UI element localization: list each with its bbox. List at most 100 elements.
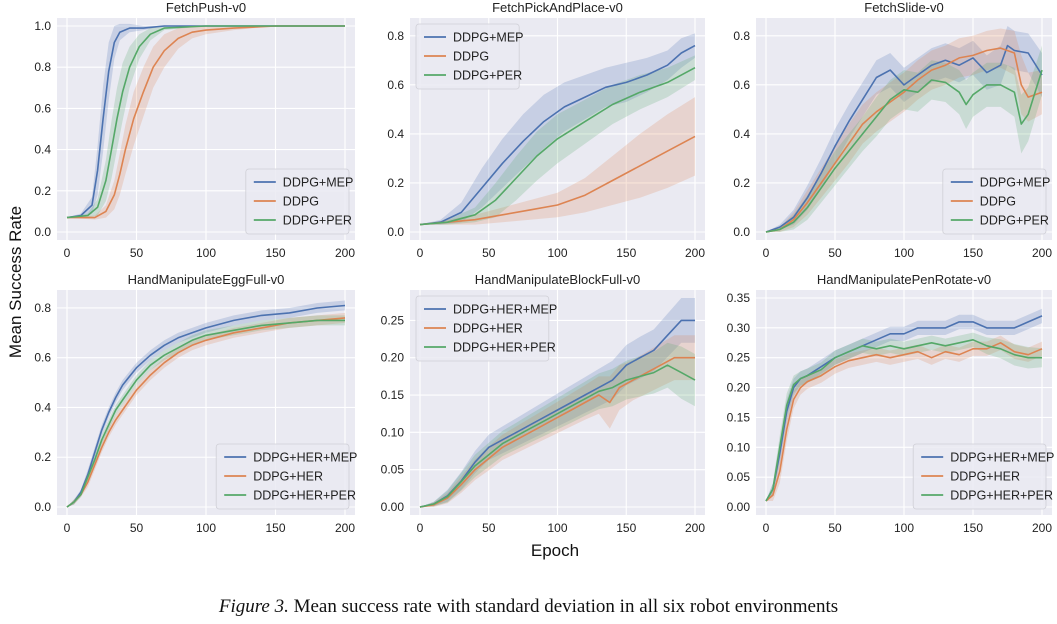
x-tick-label: 200 — [1032, 246, 1052, 260]
y-tick-label: 0.2 — [34, 450, 51, 464]
series-line — [66, 317, 346, 508]
legend-entry: DDPG+PER — [980, 214, 1049, 228]
legend-entry: DDPG+HER+MEP — [950, 451, 1054, 465]
series-line — [765, 47, 1043, 233]
y-tick-label: 0.8 — [34, 301, 51, 315]
panel-1: 0.0 0.2 0.4 0.6 0.8 1.0 0 50 100 150 200 FetchPush-… — [34, 0, 355, 260]
y-tick-label: 0.0 — [34, 500, 51, 514]
y-axis-label: Mean Success Rate — [6, 206, 25, 358]
x-tick-label: 0 — [417, 521, 424, 535]
legend: DDPG+HER+MEP DDPG+HER DDPG+HER+PER — [215, 443, 357, 510]
y-tick-label: 0.00 — [381, 500, 405, 514]
legend-entry: DDPG+HER — [950, 470, 1020, 484]
x-tick-label: 150 — [616, 521, 636, 535]
panel-title: FetchPush-v0 — [166, 0, 246, 15]
panel-2: 0.0 0.2 0.4 0.6 0.8 0 50 100 150 200 FetchPickAndP… — [387, 0, 705, 260]
x-tick-label: 150 — [265, 521, 285, 535]
y-tick-label: 0.4 — [733, 127, 750, 141]
x-tick-label: 200 — [685, 246, 705, 260]
x-tick-label: 200 — [335, 521, 355, 535]
series-line — [765, 44, 1043, 233]
y-tick-label: 0.0 — [387, 225, 404, 239]
legend-entry: DDPG+HER — [453, 322, 523, 336]
x-tick-label: 100 — [196, 521, 216, 535]
panel-title: FetchSlide-v0 — [864, 0, 943, 15]
std-band — [766, 332, 1042, 501]
x-tick-label: 100 — [547, 521, 567, 535]
series-line — [765, 341, 1043, 502]
y-tick-label: 0.05 — [381, 463, 405, 477]
series-line — [765, 315, 1043, 502]
legend-box — [415, 295, 550, 362]
x-tick-label: 50 — [828, 246, 842, 260]
figure-canvas: Mean Success Rate Epoch 0.0 0.2 0.4 0.6 0.8 1… — [6, 0, 1054, 560]
y-tick-label: 0.4 — [34, 400, 51, 414]
y-tick-label: 0.10 — [727, 440, 751, 454]
legend-box — [245, 168, 350, 235]
legend: DDPG+MEP DDPG DDPG+PER — [245, 168, 353, 235]
legend: DDPG+HER+MEP DDPG+HER DDPG+HER+PER — [415, 295, 557, 362]
y-tick-label: 0.6 — [34, 101, 51, 115]
y-tick-label: 0.2 — [387, 176, 404, 190]
y-tick-label: 0.0 — [34, 225, 51, 239]
legend: DDPG+MEP DDPG DDPG+PER — [942, 168, 1051, 235]
x-tick-label: 50 — [482, 521, 496, 535]
legend-box — [912, 443, 1047, 510]
series-line — [419, 66, 696, 226]
legend-entry: DDPG+HER — [253, 470, 323, 484]
x-tick-label: 150 — [963, 521, 983, 535]
std-band — [766, 28, 1042, 232]
panel-title: FetchPickAndPlace-v0 — [492, 0, 623, 15]
y-tick-label: 0.6 — [34, 351, 51, 365]
x-tick-label: 200 — [1032, 521, 1052, 535]
std-band — [420, 97, 695, 225]
x-tick-label: 0 — [763, 246, 770, 260]
panel-title: HandManipulateBlockFull-v0 — [475, 272, 640, 287]
y-tick-label: 0.25 — [727, 351, 751, 365]
legend-entry: DDPG — [453, 50, 489, 64]
legend-entry: DDPG — [980, 195, 1016, 209]
y-tick-label: 0.05 — [727, 470, 751, 484]
figure-caption: Figure 3. Mean success rate with standar… — [0, 596, 1057, 618]
legend-entry: DDPG+PER — [453, 69, 522, 83]
std-band — [420, 335, 695, 507]
y-tick-label: 0.25 — [381, 313, 405, 327]
y-tick-label: 0.20 — [381, 351, 405, 365]
legend: DDPG+MEP DDPG DDPG+PER — [415, 23, 524, 90]
series-line — [419, 319, 695, 508]
y-tick-label: 0.4 — [34, 143, 51, 157]
panel-title: HandManipulateEggFull-v0 — [128, 272, 285, 287]
legend-entry: DDPG+MEP — [453, 31, 524, 45]
x-tick-label: 0 — [64, 246, 71, 260]
y-tick-label: 0.00 — [727, 500, 751, 514]
legend-entry: DDPG+MEP — [980, 176, 1051, 190]
series-line — [419, 135, 696, 226]
series-line — [66, 319, 345, 508]
y-tick-label: 0.0 — [733, 225, 750, 239]
legend-box — [942, 168, 1047, 235]
y-tick-label: 0.8 — [34, 60, 51, 74]
panel-5: 0.00 0.05 0.10 0.15 0.20 0.25 0 50 100 150 200 Hand… — [381, 272, 706, 535]
y-tick-label: 0.2 — [34, 184, 51, 198]
y-tick-label: 0.2 — [733, 176, 750, 190]
std-band — [766, 308, 1042, 501]
x-tick-label: 50 — [130, 246, 144, 260]
legend-entry: DDPG+HER+PER — [253, 489, 356, 503]
legend-entry: DDPG+PER — [283, 214, 352, 228]
y-tick-label: 1.0 — [34, 19, 51, 33]
series-line — [66, 25, 345, 219]
x-tick-label: 200 — [335, 246, 355, 260]
y-tick-label: 0.15 — [727, 410, 751, 424]
y-tick-label: 0.6 — [387, 78, 404, 92]
x-tick-label: 100 — [894, 246, 914, 260]
series-line — [765, 69, 1043, 233]
y-tick-label: 0.35 — [727, 291, 751, 305]
std-band — [766, 45, 1042, 232]
series-line — [66, 304, 346, 508]
series-line — [419, 44, 696, 226]
panel-title: HandManipulatePenRotate-v0 — [817, 272, 991, 287]
x-axis-label: Epoch — [531, 541, 579, 560]
legend-entry: DDPG+HER+PER — [950, 489, 1053, 503]
series-line — [419, 364, 696, 508]
legend-entry: DDPG+HER+PER — [453, 341, 556, 355]
